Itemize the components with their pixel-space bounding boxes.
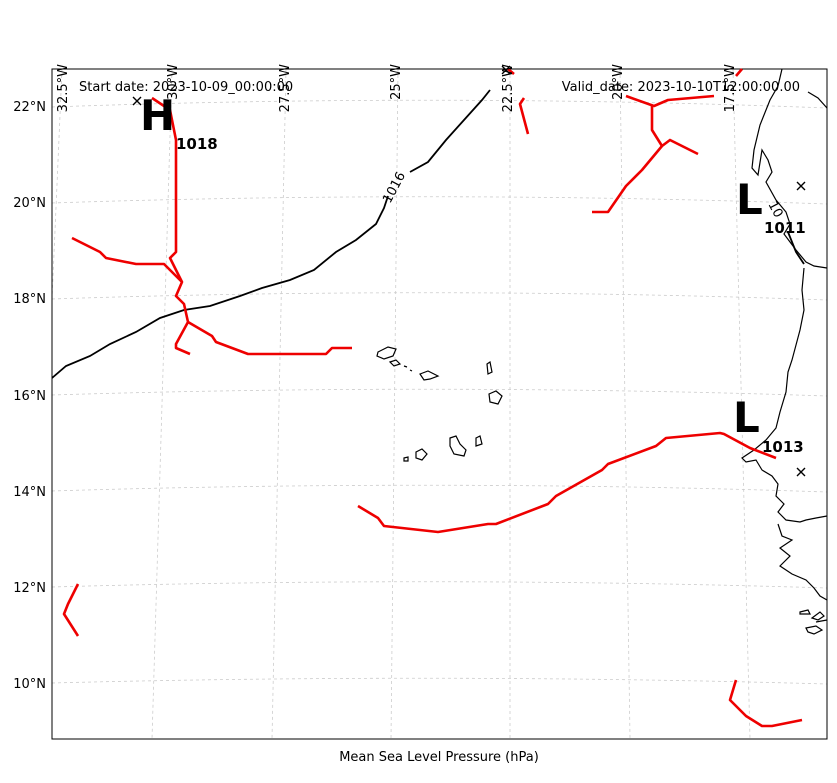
grid-lat-16 <box>51 388 828 397</box>
grid-lon-32-5 <box>51 68 63 301</box>
lat-tick-label: 14°N <box>13 485 46 500</box>
trough-southwest <box>62 583 80 637</box>
high-letter: H <box>140 91 175 140</box>
coast-cape-verde-santo-antao <box>376 346 397 360</box>
graticule <box>51 68 828 740</box>
coast-cape-verde-maio <box>475 435 483 447</box>
trough-north-mid-2 <box>518 97 530 135</box>
lat-tick-label: 18°N <box>13 292 46 307</box>
coast-cape-verde-brava <box>403 456 409 462</box>
coast-cape-verde-sao-nicolau <box>419 370 440 381</box>
grid-lat-14 <box>51 484 828 493</box>
grid-lat-20 <box>51 196 828 205</box>
isobar-1012 <box>787 231 805 265</box>
system-markers <box>132 65 806 477</box>
latitude-ticks: 22°N 20°N 18°N 16°N 14°N 12°N 10°N <box>13 100 46 692</box>
lon-tick-label: 30°W <box>166 64 181 100</box>
coast-cape-verde-sao-vicente <box>388 359 402 367</box>
trough-southeast <box>728 679 803 728</box>
coast-cape-verde-sal <box>486 361 493 375</box>
isobar-label: 1016 <box>380 170 409 206</box>
grid-lon-25 <box>390 68 399 740</box>
isobars <box>51 89 805 379</box>
lat-tick-label: 20°N <box>13 196 46 211</box>
trough-north-mid <box>507 68 515 75</box>
grid-lon-17-5 <box>732 68 751 740</box>
longitude-ticks: 32.5°W 30°W 27.5°W 25°W 22.5°W 20°W 17.5… <box>56 64 738 112</box>
start-date-label: Start date: 2023-10-09_00:00:00 <box>79 80 293 95</box>
valid-date-label: Valid_date: 2023-10-10T12:00:00.00 <box>562 80 800 95</box>
grid-lat-12 <box>51 581 828 589</box>
grid-lon-27-5 <box>271 68 287 740</box>
grid-lon-30 <box>151 68 173 740</box>
lon-tick-label: 22.5°W <box>501 64 516 112</box>
grid-lat-18 <box>51 292 828 301</box>
coast-cape-verde-fogo <box>415 448 428 461</box>
trough-central-west <box>71 236 183 283</box>
low-letter: L <box>736 175 763 224</box>
trough-north-east-2 <box>650 106 699 156</box>
lat-tick-label: 22°N <box>13 100 46 115</box>
coast-cape-verde-santiago <box>449 435 467 457</box>
grid-lat-10 <box>51 677 828 685</box>
marker-x-high-1 <box>132 96 142 106</box>
coast-west-africa <box>741 68 828 635</box>
low-value: 1011 <box>764 219 806 237</box>
lon-tick-label: 25°W <box>389 64 404 100</box>
trough-north-east-4 <box>735 68 743 77</box>
map-caption: Mean Sea Level Pressure (hPa) <box>339 750 539 765</box>
trough-south <box>357 431 777 534</box>
low-letter: L <box>733 393 760 442</box>
trough-central-north <box>151 96 191 356</box>
marker-x-low-2 <box>796 467 806 477</box>
coast-cape-verde-islets <box>403 365 413 372</box>
map-frame <box>51 68 828 740</box>
high-value: 1018 <box>176 135 218 153</box>
lon-tick-label: 32.5°W <box>56 64 71 112</box>
grid-lat-22 <box>51 99 828 109</box>
marker-x-top <box>501 65 511 75</box>
isobar-1016 <box>51 195 389 379</box>
trough-north-east-1 <box>625 94 715 108</box>
lon-tick-label: 20°W <box>611 64 626 100</box>
isobar-label: 10 <box>764 199 785 221</box>
grid-lon-20 <box>619 68 631 740</box>
pressure-systems: H 1018 L 1011 L 1013 <box>140 91 806 456</box>
lat-tick-label: 16°N <box>13 389 46 404</box>
coast-cape-verde-boa-vista <box>488 390 503 405</box>
coastlines <box>376 68 828 635</box>
lon-tick-label: 27.5°W <box>278 64 293 112</box>
troughs <box>62 68 803 728</box>
low-value: 1013 <box>762 438 804 456</box>
trough-north-east-3 <box>592 145 663 214</box>
lon-tick-label: 17.5°W <box>723 64 738 112</box>
lat-tick-label: 12°N <box>13 581 46 596</box>
marker-x-low-1 <box>796 181 806 191</box>
trough-central-east <box>187 320 352 356</box>
lat-tick-label: 10°N <box>13 677 46 692</box>
isobar-1016-north <box>409 89 491 173</box>
